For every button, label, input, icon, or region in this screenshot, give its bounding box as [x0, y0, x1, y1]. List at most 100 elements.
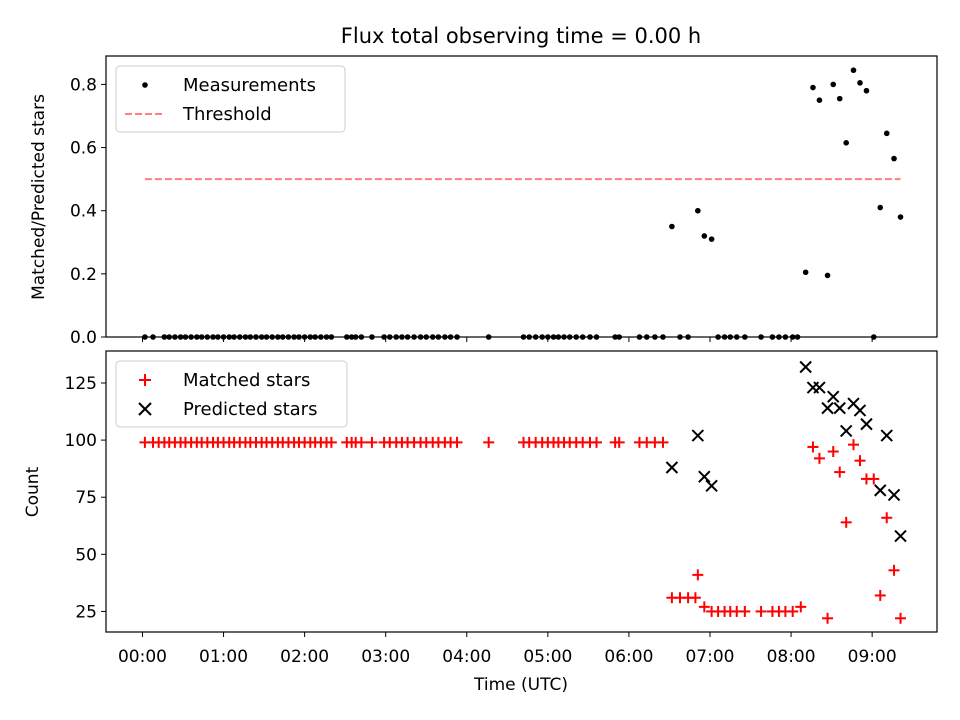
matched-star-point [795, 601, 807, 613]
matched-star-point [827, 446, 839, 458]
matched-star-point [689, 592, 701, 604]
bottom-y-tick-label: 100 [65, 431, 97, 451]
matched-star-point [874, 589, 886, 601]
bottom-axes-frame [105, 350, 938, 633]
predicted-star-point [880, 429, 893, 442]
matched-star-point [483, 436, 495, 448]
predicted-star-point [894, 529, 907, 543]
predicted-star-point [860, 417, 873, 431]
top-y-axis: 0.0 0.2 0.4 0.6 0.8 [70, 75, 106, 348]
matched-star-point [692, 569, 704, 581]
measurement-point [897, 214, 904, 220]
matched-star-point [657, 436, 669, 448]
predicted-star-point [698, 470, 711, 483]
matched-star-point [847, 439, 859, 451]
measurement-point [836, 95, 843, 102]
predicted-star-point [799, 360, 812, 374]
legend-predicted-marker [138, 402, 152, 416]
matched-star-point [366, 436, 378, 448]
bottom-y-axis-label: Count [23, 466, 43, 517]
predicted-star-point [705, 479, 718, 492]
predicted-star-point [853, 404, 867, 417]
matched-star-point [613, 436, 625, 448]
matched-star-point [355, 436, 367, 448]
top-y-tick-label: 0.8 [70, 75, 97, 95]
measurement-point [891, 155, 897, 162]
matched-star-point [787, 605, 799, 617]
predicted-star-point [833, 401, 846, 415]
top-y-tick-label: 0.0 [70, 328, 97, 348]
matched-star-point [868, 473, 880, 485]
bottom-panel: 25 50 75 100 125 00:00 01:00 02:00 03:00 04:00 05… [23, 350, 938, 695]
x-tick-label: 08:00 [767, 647, 816, 667]
matched-star-point [590, 436, 602, 448]
x-tick-label: 00:00 [118, 647, 167, 667]
bottom-plot-area [139, 360, 907, 624]
x-axis-label: Time (UTC) [473, 675, 568, 695]
predicted-star-point [691, 429, 705, 442]
measurement-point [850, 67, 857, 74]
predicted-star-point [887, 488, 901, 502]
legend-measurements-marker [142, 82, 148, 88]
top-y-tick-label: 0.2 [70, 265, 97, 285]
x-tick-label: 09:00 [848, 647, 897, 667]
bottom-y-tick-label: 50 [75, 545, 97, 565]
measurement-point [810, 84, 816, 91]
bottom-y-tick-label: 125 [65, 374, 97, 394]
bottom-y-tick-label: 25 [75, 602, 97, 622]
matched-star-point [698, 601, 710, 613]
measurement-point [877, 204, 884, 211]
legend-matched-marker [139, 374, 151, 386]
top-y-tick-label: 0.4 [70, 202, 97, 222]
legend-predicted-label: Predicted stars [183, 399, 317, 420]
top-y-axis-label: Matched/Predicted stars [29, 94, 49, 300]
x-tick-label: 07:00 [685, 647, 734, 667]
measurement-point [843, 140, 849, 146]
predicted-star-point [874, 484, 887, 497]
predicted-star-point [827, 390, 840, 403]
bottom-x-axis: 00:00 01:00 02:00 03:00 04:00 05:00 06:00 07:00… [118, 632, 897, 667]
matched-star-point [822, 612, 834, 624]
matched-star-point [813, 452, 825, 464]
top-y-tick-label: 0.6 [70, 139, 97, 159]
measurement-point [824, 272, 831, 279]
measurement-point [669, 223, 675, 230]
chart-title: Flux total observing time = 0.00 h [341, 24, 701, 48]
matched-star-point [895, 612, 907, 624]
measurement-point [830, 81, 837, 88]
predicted-star-point [821, 401, 834, 415]
matched-star-point [840, 516, 852, 528]
measurement-point [857, 80, 863, 86]
measurement-point [708, 236, 715, 242]
predicted-star-point [665, 461, 679, 474]
legend-threshold-label: Threshold [182, 104, 272, 125]
predicted-star-point [839, 424, 853, 438]
top-panel: 0.00.20.40.60.8 Matched/Predicted stars … [29, 55, 938, 348]
x-tick-label: 02:00 [280, 647, 329, 667]
measurement-point [863, 87, 870, 94]
matched-star-point [888, 564, 900, 576]
matched-star-point [451, 436, 463, 448]
matched-star-point [807, 441, 819, 453]
matched-star-point [325, 436, 337, 448]
measurement-point [883, 130, 890, 137]
x-tick-label: 03:00 [361, 647, 410, 667]
top-axes-frame [105, 55, 938, 338]
top-legend: Measurements Threshold [115, 65, 346, 133]
top-x-ticks [141, 337, 873, 342]
matched-star-point [739, 605, 751, 617]
bottom-legend: Matched stars Predicted stars [115, 360, 348, 428]
predicted-star-point [813, 381, 826, 394]
measurement-point [695, 207, 701, 214]
x-tick-label: 04:00 [442, 647, 491, 667]
x-tick-label: 06:00 [604, 647, 653, 667]
legend-matched-label: Matched stars [183, 370, 310, 391]
bottom-y-tick-label: 75 [75, 488, 97, 508]
bottom-y-axis: 25 50 75 100 125 [65, 374, 106, 622]
matched-star-point [755, 605, 767, 617]
matched-star-point [881, 512, 893, 524]
measurement-point [701, 233, 708, 239]
matched-star-point [854, 455, 866, 467]
measurement-point [802, 269, 809, 276]
